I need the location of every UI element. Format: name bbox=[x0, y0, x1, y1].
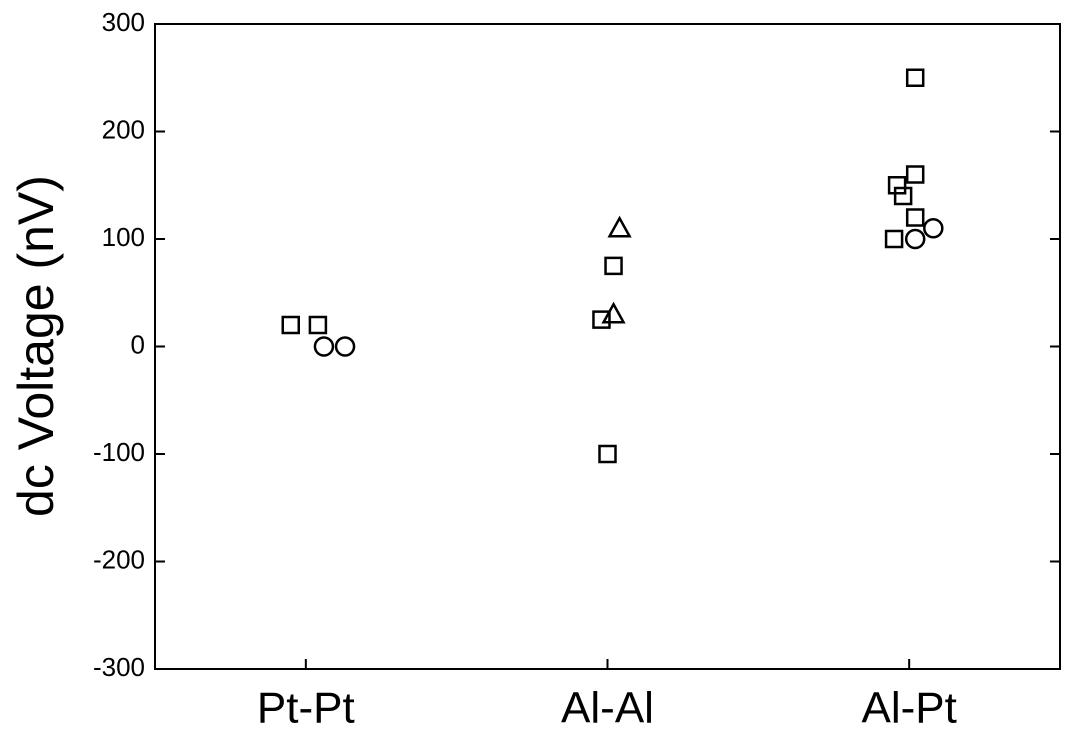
y-tick-label: -100 bbox=[93, 437, 145, 467]
circle-point bbox=[334, 336, 356, 357]
y-tick-label: -300 bbox=[93, 652, 145, 682]
square-point bbox=[905, 208, 925, 227]
x-tick-label: Al-Pt bbox=[861, 684, 956, 733]
y-axis-label: dc Voltage (nV) bbox=[8, 175, 64, 517]
square-point bbox=[905, 165, 925, 184]
square-point bbox=[893, 186, 913, 206]
square-point bbox=[887, 176, 907, 195]
y-tick-label: 200 bbox=[102, 114, 145, 144]
x-tick-label: Pt-Pt bbox=[257, 684, 355, 733]
square-point bbox=[598, 444, 617, 464]
square-point bbox=[905, 68, 925, 87]
square-point bbox=[592, 310, 611, 329]
square-point bbox=[281, 315, 300, 335]
plot-frame bbox=[154, 23, 1061, 670]
square-point bbox=[604, 256, 623, 276]
square-point bbox=[308, 315, 328, 335]
y-tick-label: 0 bbox=[131, 329, 145, 359]
square-point bbox=[884, 229, 904, 249]
triangle-point bbox=[607, 215, 632, 238]
circle-point bbox=[923, 218, 944, 239]
triangle-point bbox=[601, 301, 626, 324]
circle-point bbox=[313, 336, 335, 357]
x-tick-label: Al-Al bbox=[561, 684, 654, 733]
y-tick-label: 300 bbox=[102, 7, 145, 37]
y-tick-label: 100 bbox=[102, 222, 145, 252]
y-tick-label: -200 bbox=[93, 544, 145, 574]
circle-point bbox=[904, 228, 926, 250]
